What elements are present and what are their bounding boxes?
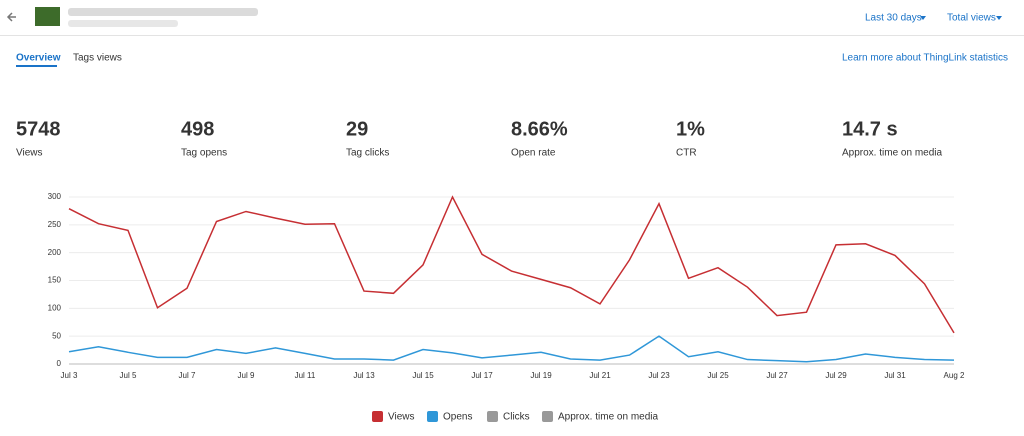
tab-overview[interactable]: Overview xyxy=(16,53,61,64)
learn-more-link[interactable]: Learn more about ThingLink statistics xyxy=(842,53,1008,64)
back-button[interactable] xyxy=(6,12,16,22)
tab-tags[interactable]: Tags views xyxy=(73,53,122,64)
series-line xyxy=(68,335,955,363)
legend-swatch xyxy=(542,411,553,422)
y-tick-label: 150 xyxy=(48,276,62,285)
x-tick-label: Jul 7 xyxy=(179,371,196,380)
tab-underline xyxy=(16,65,57,67)
stat-label: CTR xyxy=(676,148,697,159)
x-tick-label: Jul 31 xyxy=(884,371,906,380)
y-tick-label: 50 xyxy=(52,331,61,340)
stat-label: Approx. time on media xyxy=(842,148,942,159)
date-dropdown[interactable]: Last 30 days xyxy=(865,13,922,24)
stat-value: 498 xyxy=(181,118,214,140)
y-tick-label: 300 xyxy=(48,192,62,201)
legend-swatch xyxy=(372,411,383,422)
y-tick-label: 0 xyxy=(57,359,62,368)
caret xyxy=(996,16,1002,20)
y-tick-label: 200 xyxy=(48,248,62,257)
x-tick-label: Jul 21 xyxy=(589,371,611,380)
stat-label: Open rate xyxy=(511,148,556,159)
stat-value: 14.7 s xyxy=(842,118,898,140)
x-tick-label: Jul 19 xyxy=(530,371,552,380)
x-tick-label: Jul 3 xyxy=(61,371,78,380)
y-tick-label: 250 xyxy=(48,220,62,229)
y-tick-label: 100 xyxy=(48,303,62,312)
x-tick-label: Jul 9 xyxy=(238,371,255,380)
x-tick-label: Aug 2 xyxy=(944,371,965,380)
metric-dropdown[interactable]: Total views xyxy=(947,13,996,24)
x-tick-label: Jul 29 xyxy=(825,371,847,380)
series-line xyxy=(68,195,955,334)
legend-swatch xyxy=(427,411,438,422)
legend-label: Approx. time on media xyxy=(558,412,658,423)
x-tick-label: Jul 27 xyxy=(766,371,788,380)
stat-label: Tag opens xyxy=(181,148,227,159)
x-tick-label: Jul 23 xyxy=(648,371,670,380)
stat-value: 8.66% xyxy=(511,118,568,140)
x-tick-label: Jul 15 xyxy=(412,371,434,380)
caret xyxy=(920,16,926,20)
blurred-subtitle xyxy=(68,20,178,27)
stat-value: 29 xyxy=(346,118,368,140)
thumbnail xyxy=(35,7,60,26)
legend-swatch xyxy=(487,411,498,422)
stat-value: 1% xyxy=(676,118,705,140)
x-tick-label: Jul 13 xyxy=(353,371,375,380)
legend-label: Views xyxy=(388,412,415,423)
x-tick-label: Jul 5 xyxy=(120,371,137,380)
legend-label: Opens xyxy=(443,412,472,423)
legend-label: Clicks xyxy=(503,412,530,423)
x-tick-label: Jul 25 xyxy=(707,371,729,380)
stat-label: Tag clicks xyxy=(346,148,389,159)
blurred-title xyxy=(68,8,258,16)
x-tick-label: Jul 17 xyxy=(471,371,493,380)
x-tick-label: Jul 11 xyxy=(295,371,316,380)
stat-label: Views xyxy=(16,148,43,159)
stat-value: 5748 xyxy=(16,118,61,140)
